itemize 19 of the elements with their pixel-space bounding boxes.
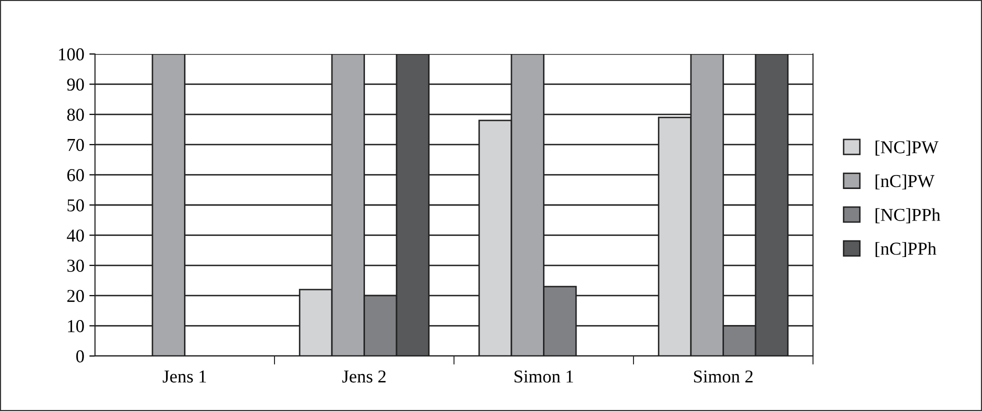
y-tick-label: 0 xyxy=(76,350,84,362)
legend-label: [nC]PPh xyxy=(876,242,936,258)
y-tick-label: 40 xyxy=(66,229,84,242)
x-tick-label: Simon 2 xyxy=(694,370,753,383)
y-tick-label: 20 xyxy=(67,290,84,302)
y-tick-label: 60 xyxy=(67,169,84,182)
y-tick-label: 50 xyxy=(68,199,84,212)
x-tick-label: Jens 1 xyxy=(162,370,206,383)
y-tick-label: 80 xyxy=(67,108,84,121)
y-tick-label: 10 xyxy=(68,320,84,332)
legend-label: [NC]PW xyxy=(876,140,938,156)
legend-label: [NC]PPh xyxy=(876,208,940,224)
y-tick-label: 100 xyxy=(59,48,84,60)
legend-label: [nC]PW xyxy=(876,174,934,190)
x-tick-label: Simon 1 xyxy=(514,370,574,383)
y-tick-label: 70 xyxy=(68,138,84,152)
y-tick-label: 90 xyxy=(67,78,84,91)
x-tick-label: Jens 2 xyxy=(342,370,386,383)
y-tick-label: 30 xyxy=(67,260,84,272)
